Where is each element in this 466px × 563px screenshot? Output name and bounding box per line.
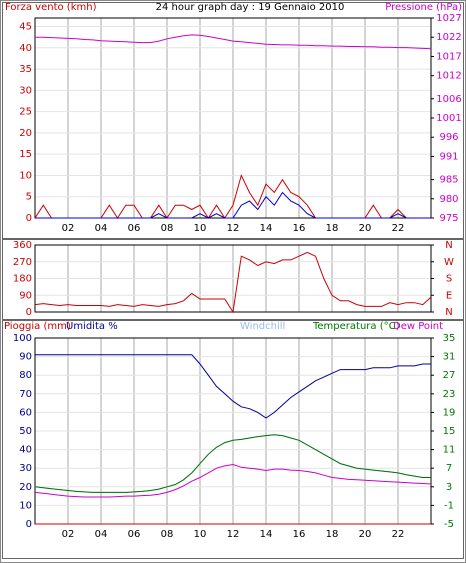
x-tick-label: 20 — [359, 529, 372, 540]
x-tick-label: 02 — [62, 529, 75, 540]
legend-label: Pioggia (mm) — [4, 321, 71, 332]
y-tick-label: 0 — [26, 307, 32, 318]
y2-tick-label: 1006 — [436, 94, 461, 105]
x-tick-label: 18 — [326, 223, 339, 234]
y2-tick-label: 996 — [439, 132, 458, 143]
y2-tick-label: 23 — [443, 389, 456, 400]
x-tick-label: 22 — [392, 529, 405, 540]
y-tick-label: 180 — [13, 274, 32, 285]
y-tick-label: 10 — [19, 500, 32, 511]
y2-tick-label: 980 — [439, 194, 458, 205]
y-tick-label: 20 — [19, 128, 32, 139]
y2-tick-label: 1017 — [436, 51, 461, 62]
series-line — [35, 34, 432, 50]
x-tick-label: 06 — [128, 529, 141, 540]
legend-label: Dew Point — [393, 321, 443, 332]
y2-tick-label: 991 — [439, 151, 458, 162]
y2-tick-label: 15 — [443, 426, 456, 437]
y-tick-label: 270 — [13, 257, 32, 268]
x-tick-label: 08 — [161, 223, 174, 234]
y2-tick-label: 11 — [443, 445, 456, 456]
chart-title: 24 hour graph day : 19 Gennaio 2010 — [156, 2, 345, 13]
y-tick-label: 0 — [26, 213, 32, 224]
y2-tick-label: 31 — [443, 352, 456, 363]
y2-tick-label: 3 — [446, 482, 452, 493]
y-tick-label: 50 — [19, 426, 32, 437]
y-tick-label: 30 — [19, 85, 32, 96]
y-tick-label: 70 — [19, 389, 32, 400]
x-tick-label: 14 — [260, 529, 273, 540]
panel-frame — [2, 320, 464, 559]
y-tick-label: 20 — [19, 482, 32, 493]
x-tick-label: 10 — [194, 223, 207, 234]
y-tick-label: 15 — [19, 149, 32, 160]
y2-tick-label: N — [445, 240, 452, 251]
x-tick-label: 20 — [359, 223, 372, 234]
series-line — [35, 354, 431, 419]
y-tick-label: 25 — [19, 107, 32, 118]
y2-tick-label: 1027 — [436, 13, 461, 24]
y2-axis-label: Pressione (hPa) — [385, 2, 462, 13]
y2-tick-label: -1 — [444, 500, 454, 511]
y2-tick-label: 1022 — [436, 32, 461, 43]
y2-tick-label: 1001 — [436, 113, 461, 124]
y-tick-label: 80 — [19, 370, 32, 381]
series-line — [35, 191, 431, 219]
x-tick-label: 12 — [227, 529, 240, 540]
x-tick-label: 06 — [128, 223, 141, 234]
y2-tick-label: 19 — [443, 407, 456, 418]
y2-tick-label: E — [446, 290, 452, 301]
y-tick-label: 0 — [26, 519, 32, 530]
y2-tick-label: -5 — [444, 519, 454, 530]
series-line — [34, 251, 432, 314]
x-tick-label: 16 — [293, 529, 306, 540]
panel-frame — [2, 2, 464, 239]
x-tick-label: 16 — [293, 223, 306, 234]
x-tick-label: 08 — [161, 529, 174, 540]
y-tick-label: 5 — [26, 192, 32, 203]
legend-label: Umidita % — [66, 321, 118, 332]
y2-tick-label: 985 — [439, 175, 458, 186]
y-tick-label: 10 — [19, 170, 32, 181]
y-tick-label: 90 — [19, 352, 32, 363]
y-tick-label: 100 — [13, 333, 32, 344]
x-tick-label: 18 — [326, 529, 339, 540]
y2-tick-label: W — [444, 257, 454, 268]
y2-tick-label: 27 — [443, 370, 456, 381]
panel-frame — [2, 239, 464, 320]
x-tick-label: 22 — [392, 223, 405, 234]
y-tick-label: 40 — [19, 445, 32, 456]
y-tick-label: 40 — [19, 43, 32, 54]
legend-label: Windchill — [240, 321, 285, 332]
legend-label: Temperatura (°C) — [312, 321, 400, 332]
y2-tick-label: 1012 — [436, 71, 461, 82]
series-line — [34, 463, 432, 498]
y-tick-label: 360 — [13, 240, 32, 251]
series-line — [34, 434, 431, 493]
y2-tick-label: S — [446, 274, 452, 285]
y2-tick-label: 7 — [446, 463, 452, 474]
y2-tick-label: 35 — [443, 333, 456, 344]
x-tick-label: 04 — [95, 223, 108, 234]
x-tick-label: 14 — [260, 223, 273, 234]
y-tick-label: 45 — [19, 22, 32, 33]
x-tick-label: 10 — [194, 529, 207, 540]
y-tick-label: 90 — [19, 290, 32, 301]
y2-tick-label: N — [445, 307, 452, 318]
x-tick-label: 04 — [95, 529, 108, 540]
y-tick-label: 35 — [19, 64, 32, 75]
y-tick-label: 30 — [19, 463, 32, 474]
x-tick-label: 02 — [62, 223, 75, 234]
y-tick-label: 60 — [19, 407, 32, 418]
y-axis-label: Forza vento (kmh) — [5, 2, 97, 13]
x-tick-label: 12 — [227, 223, 240, 234]
y2-tick-label: 975 — [439, 213, 458, 224]
